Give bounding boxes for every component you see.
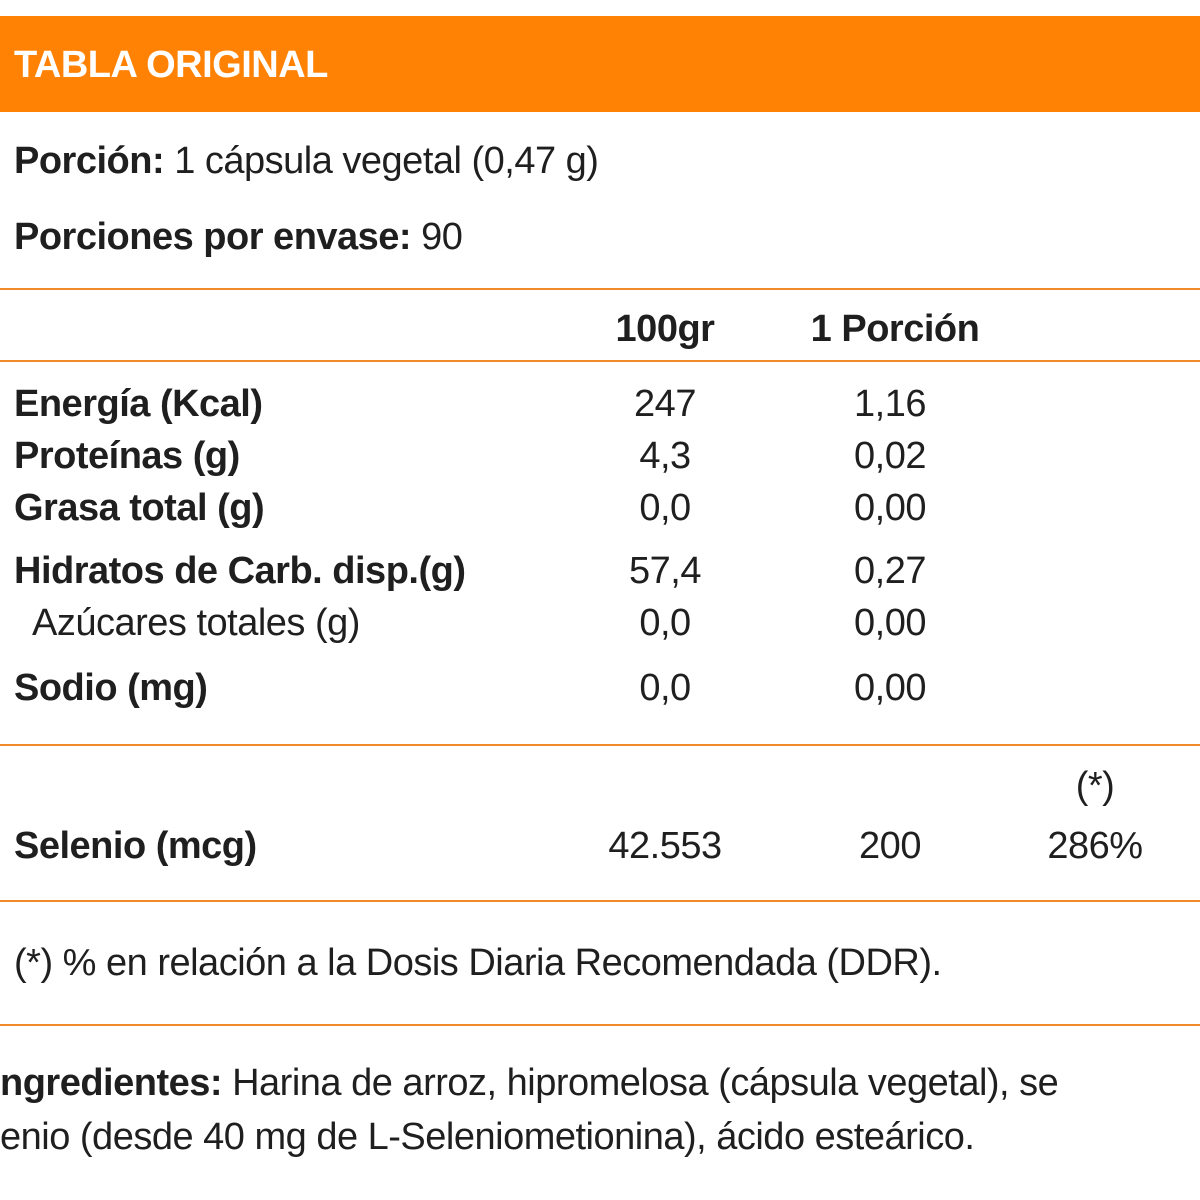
ingredients-label: ngredientes:: [0, 1062, 223, 1104]
selenium-ddr-value: 286%: [1047, 825, 1143, 867]
page-title: TABLA ORIGINAL: [14, 44, 328, 86]
portion-line: Porción: 1 cápsula vegetal (0,47 g): [14, 140, 599, 183]
row-value-portion: 0,02: [854, 435, 926, 477]
header-banner: [0, 16, 1200, 112]
portion-value: 1 cápsula vegetal (0,47 g): [174, 140, 599, 182]
ingredients-line-2: enio (desde 40 mg de L-Seleniometionina)…: [0, 1116, 975, 1158]
ingredients-line-1: ngredientes: Harina de arroz, hipromelos…: [0, 1062, 1059, 1105]
ingredients-text-1: Harina de arroz, hipromelosa (cápsula ve…: [232, 1062, 1059, 1104]
row-label-selenium: Selenio (mcg): [14, 825, 257, 867]
per-container-value: 90: [421, 216, 463, 258]
divider: [0, 900, 1200, 902]
divider: [0, 360, 1200, 362]
per-container-label: Porciones por envase:: [14, 216, 412, 258]
ddr-marker: (*): [1075, 765, 1115, 807]
row-value-100: 0,0: [639, 487, 691, 529]
column-header-100gr: 100gr: [615, 308, 715, 350]
row-label-sodium: Sodio (mg): [14, 667, 208, 709]
row-label-energy: Energía (Kcal): [14, 383, 263, 425]
per-container-line: Porciones por envase: 90: [14, 216, 463, 259]
portion-label: Porción:: [14, 140, 165, 182]
row-value-100: 0,0: [639, 667, 691, 709]
row-value-100: 0,0: [639, 602, 691, 644]
row-value-portion: 0,00: [854, 667, 926, 709]
divider: [0, 288, 1200, 290]
row-value-100: 247: [634, 383, 696, 425]
selenium-value-portion: 200: [859, 825, 921, 867]
row-value-100: 57,4: [629, 550, 701, 592]
row-value-portion: 0,00: [854, 487, 926, 529]
row-label-sugars: Azúcares totales (g): [32, 602, 360, 644]
column-header-portion: 1 Porción: [810, 308, 980, 350]
footnote: (*) % en relación a la Dosis Diaria Reco…: [14, 942, 942, 984]
row-value-portion: 1,16: [854, 383, 926, 425]
divider: [0, 744, 1200, 746]
row-value-100: 4,3: [639, 435, 691, 477]
row-label-carbs: Hidratos de Carb. disp.(g): [14, 550, 466, 592]
row-label-fat: Grasa total (g): [14, 487, 265, 529]
row-label-protein: Proteínas (g): [14, 435, 240, 477]
row-value-portion: 0,00: [854, 602, 926, 644]
divider: [0, 1024, 1200, 1026]
selenium-value-100: 42.553: [608, 825, 722, 867]
row-value-portion: 0,27: [854, 550, 926, 592]
